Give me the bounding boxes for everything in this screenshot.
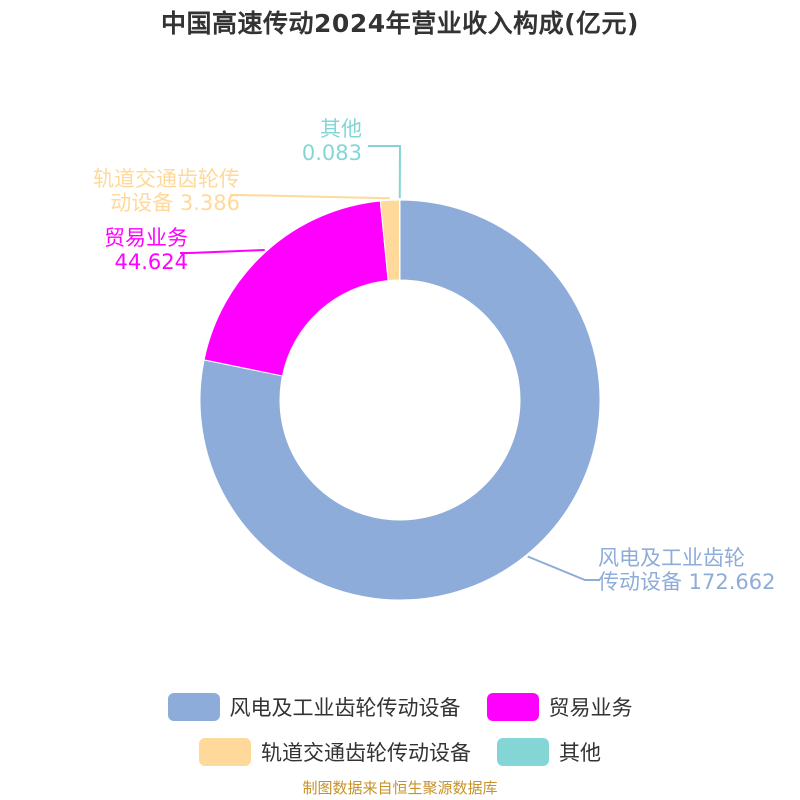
- slice-wind[interactable]: [199, 199, 601, 601]
- legend-label-rail: 轨道交通齿轮传动设备: [261, 741, 471, 765]
- leader-line-rail: [230, 194, 390, 200]
- leader-line-trade: [180, 248, 265, 254]
- legend-swatch-trade: [486, 693, 539, 721]
- chart-title: 中国高速传动2024年营业收入构成(亿元): [161, 9, 639, 38]
- slice-label-line: 动设备 3.386: [110, 191, 240, 215]
- slice-label-line: 44.624: [115, 250, 188, 274]
- legend-swatch-other: [497, 738, 549, 766]
- legend-label-wind: 风电及工业齿轮传动设备: [229, 696, 461, 720]
- legend-row-2: 轨道交通齿轮传动设备 其他: [0, 737, 800, 767]
- slice-label-line: 轨道交通齿轮传: [93, 167, 240, 191]
- legend-item-other[interactable]: 其他: [497, 737, 601, 767]
- legend-item-rail[interactable]: 轨道交通齿轮传动设备: [199, 737, 471, 767]
- data-source-note: 制图数据来自恒生聚源数据库: [302, 779, 498, 797]
- legend-item-trade[interactable]: 贸易业务: [486, 692, 633, 722]
- legend-row-1: 风电及工业齿轮传动设备 贸易业务: [0, 692, 800, 722]
- slice-trade[interactable]: [203, 200, 389, 377]
- slice-label-line: 贸易业务: [104, 226, 188, 250]
- legend-item-wind[interactable]: 风电及工业齿轮传动设备: [167, 692, 461, 722]
- legend-swatch-rail: [199, 738, 251, 766]
- labels-group: 风电及工业齿轮传动设备 172.662 贸易业务 44.624 轨道交通齿轮传动设备 …: [93, 117, 776, 594]
- slice-label-other: 其他 0.083: [302, 117, 362, 165]
- slices-group: [199, 199, 601, 601]
- legend-label-trade: 贸易业务: [548, 696, 633, 720]
- slice-label-trade: 贸易业务 44.624: [104, 226, 188, 274]
- slice-label-line: 风电及工业齿轮: [598, 546, 745, 570]
- slice-label-line: 其他: [320, 117, 362, 141]
- legend-swatch-wind: [167, 693, 220, 721]
- legend-label-other: 其他: [559, 741, 601, 765]
- slice-label-rail: 轨道交通齿轮传动设备 3.386: [93, 167, 240, 215]
- slice-label-wind: 风电及工业齿轮传动设备 172.662: [598, 546, 776, 594]
- leader-line-other: [368, 145, 402, 199]
- slice-label-line: 传动设备 172.662: [598, 570, 776, 594]
- leader-line-wind: [527, 555, 600, 581]
- slice-label-line: 0.083: [302, 141, 362, 165]
